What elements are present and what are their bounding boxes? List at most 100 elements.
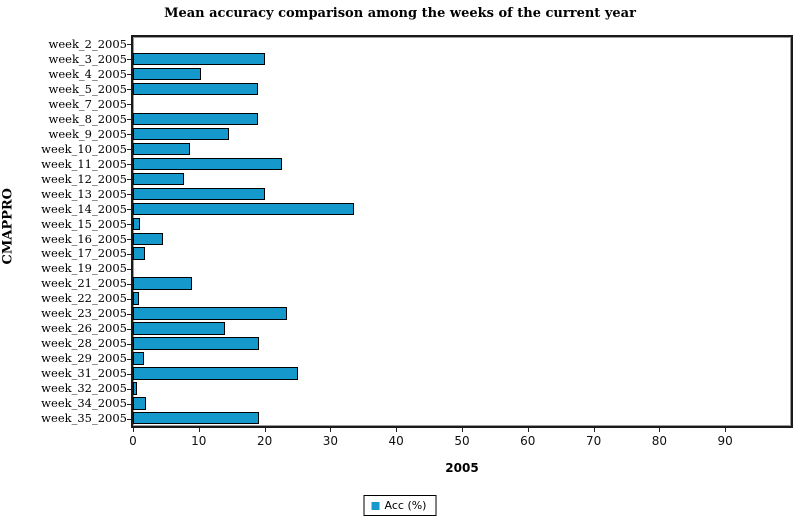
y-axis-tick-label: week_32_2005: [41, 381, 127, 396]
y-tick-mark: [127, 403, 131, 405]
y-tick-mark: [127, 358, 131, 360]
y-tick-mark: [127, 328, 131, 330]
y-tick-mark: [127, 149, 131, 151]
x-tick-mark: [725, 428, 727, 432]
bar: [133, 382, 137, 395]
bar: [133, 412, 260, 425]
x-tick-mark: [396, 428, 398, 432]
bar: [133, 157, 283, 171]
y-axis-tick-label: week_12_2005: [41, 171, 127, 186]
y-tick-mark: [127, 44, 131, 46]
y-tick-mark: [127, 164, 131, 166]
y-axis-tick-label: week_17_2005: [41, 246, 127, 261]
y-tick-mark: [127, 418, 131, 420]
chart-title: Mean accuracy comparison among the weeks…: [164, 6, 636, 21]
y-axis-tick-label: week_3_2005: [48, 51, 127, 66]
y-tick-mark: [127, 373, 131, 375]
x-axis-tick-label: 90: [717, 434, 733, 448]
x-axis-tick-label: 50: [454, 434, 470, 448]
x-tick-mark: [462, 428, 463, 432]
x-tick-mark: [593, 428, 595, 432]
bar: [133, 187, 266, 201]
y-tick-mark: [127, 298, 131, 300]
x-tick-mark: [198, 428, 200, 432]
x-axis-tick-label: 80: [651, 434, 668, 448]
y-axis-tick-label: week_2_2005: [48, 37, 127, 51]
bar: [133, 307, 287, 320]
bar: [133, 67, 201, 81]
x-tick-mark: [133, 428, 134, 432]
y-axis-tick-label: week_14_2005: [41, 201, 127, 216]
y-axis-tick-label: week_28_2005: [41, 336, 127, 351]
y-tick-mark: [127, 268, 131, 270]
bar: [133, 367, 298, 380]
x-tick-mark: [264, 428, 266, 432]
x-tick-mark: [330, 428, 332, 432]
x-axis-tick-label: 70: [585, 434, 602, 448]
bar: [133, 82, 259, 96]
x-axis-tick-label: 0: [129, 434, 137, 448]
x-axis-tick-label: 40: [388, 434, 404, 448]
y-tick-mark: [127, 104, 131, 106]
y-axis-tick-label: week_26_2005: [41, 321, 127, 336]
y-tick-mark: [127, 224, 131, 226]
bar: [133, 292, 139, 305]
bar: [133, 142, 190, 156]
y-tick-mark: [127, 59, 131, 61]
bar: [133, 277, 193, 290]
bar: [133, 247, 145, 260]
bar: [133, 397, 146, 410]
x-axis-title: 2005: [445, 461, 479, 475]
bar: [133, 232, 164, 245]
bar: [133, 112, 259, 126]
y-axis-tick-label: week_11_2005: [41, 156, 127, 171]
x-axis-tick-label: 20: [256, 434, 273, 448]
y-axis-tick-label: week_29_2005: [41, 351, 127, 366]
y-axis-tick-label: week_15_2005: [41, 216, 127, 231]
y-axis-tick-label: week_19_2005: [41, 261, 127, 276]
y-tick-mark: [127, 238, 131, 240]
plot-area: [131, 35, 793, 428]
y-axis-tick-label: week_9_2005: [48, 126, 127, 141]
x-axis-tick-label: 10: [191, 434, 207, 448]
legend-label: Acc (%): [384, 499, 427, 512]
legend-swatch-icon: [371, 501, 380, 510]
bar: [133, 322, 226, 335]
x-axis-tick-label: 30: [322, 434, 339, 448]
y-axis-tick-label: week_34_2005: [41, 396, 127, 411]
bar: [133, 52, 265, 66]
y-axis-tick-label: week_5_2005: [48, 81, 127, 96]
y-tick-mark: [127, 179, 131, 181]
y-axis-tick-label: week_7_2005: [48, 96, 127, 111]
bar: [133, 172, 184, 186]
bar: [133, 127, 230, 141]
y-axis-tick-label: week_31_2005: [41, 366, 127, 381]
y-axis-tick-label: week_8_2005: [48, 111, 127, 126]
y-tick-mark: [127, 74, 131, 76]
y-axis-tick-label: week_22_2005: [41, 291, 127, 306]
y-tick-mark: [127, 283, 131, 285]
bar: [133, 202, 355, 216]
x-tick-mark: [659, 428, 661, 432]
bar: [133, 337, 260, 350]
y-tick-mark: [127, 343, 131, 345]
y-axis-tick-label: week_35_2005: [41, 411, 127, 426]
y-tick-mark: [127, 89, 131, 91]
x-axis-tick-label: 60: [520, 434, 536, 448]
legend: Acc (%): [363, 495, 437, 516]
y-axis-tick-label: week_13_2005: [41, 186, 127, 201]
y-axis-tick-label: week_21_2005: [41, 276, 127, 291]
y-tick-mark: [127, 388, 131, 390]
y-tick-mark: [127, 119, 131, 121]
bar: [133, 217, 140, 230]
y-axis-tick-label: week_23_2005: [41, 306, 127, 321]
x-tick-mark: [527, 428, 529, 432]
y-axis-tick-label: week_10_2005: [41, 141, 127, 156]
y-tick-mark: [127, 209, 131, 211]
y-tick-mark: [127, 194, 131, 196]
y-tick-mark: [127, 134, 131, 136]
bar: [133, 352, 145, 365]
y-axis-tick-label: week_16_2005: [41, 231, 127, 246]
y-tick-mark: [127, 253, 131, 255]
